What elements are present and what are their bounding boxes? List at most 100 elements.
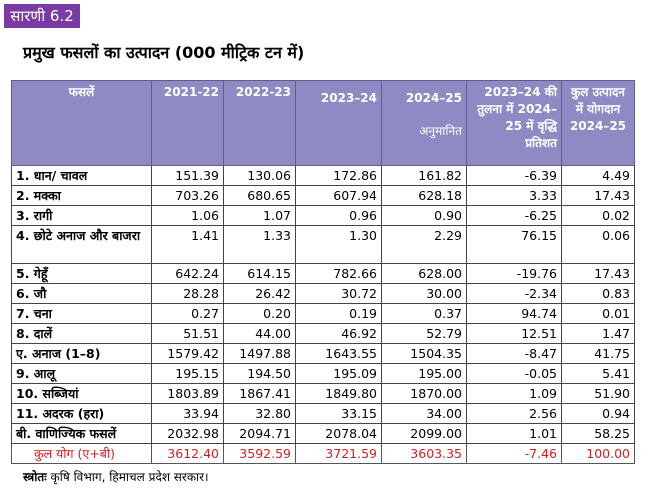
table-row: ए. अनाज (1–8) 1579.42 1497.88 1643.55 1504.3… <box>11 343 635 364</box>
table-row: 5. गेहूँ 642.24 614.15 782.66 628.00 -19.76 17… <box>11 263 635 284</box>
value-2024-25: 1504.35 <box>381 343 467 364</box>
header-share: कुल उत्पादन में योगदान 2024–25 <box>561 80 635 166</box>
crop-name: 4. छोटे अनाज और बाजरा <box>11 225 152 264</box>
value-2024-25: 34.00 <box>381 403 467 424</box>
crop-name: ए. अनाज (1–8) <box>11 343 152 364</box>
table-row: 2. मक्का 703.26 680.65 607.94 628.18 3.33 17.4… <box>11 185 635 206</box>
crop-name: 11. अदरक (हरा) <box>11 403 152 424</box>
header-2021-22: 2021-22 <box>151 80 224 166</box>
growth-percent: 94.74 <box>466 303 562 324</box>
value-2021-22: 703.26 <box>151 185 224 206</box>
header-growth-percent: 2023–24 की तुलना में 2024–25 में वृद्धि … <box>466 80 562 166</box>
share-percent: 0.94 <box>561 403 635 424</box>
value-2024-25: 2.29 <box>381 225 467 264</box>
growth-percent: 2.56 <box>466 403 562 424</box>
growth-percent: -8.47 <box>466 343 562 364</box>
value-2024-25: 628.00 <box>381 263 467 284</box>
header-2023-24: 2023–24 <box>295 80 382 166</box>
share-percent: 0.01 <box>561 303 635 324</box>
value-2023-24: 30.72 <box>295 283 382 304</box>
source-note: स्त्रोतः कृषि विभाग, हिमाचल प्रदेश सरकार… <box>23 468 209 485</box>
table-row: 8. दालें 51.51 44.00 46.92 52.79 12.51 1.47 <box>11 323 635 344</box>
value-2024-25: 52.79 <box>381 323 467 344</box>
table-row: 1. धान/ चावल 151.39 130.06 172.86 161.82 -6.3… <box>11 165 635 186</box>
crop-name: 8. दालें <box>11 323 152 344</box>
header-row: फसलें 2021-22 2022-23 2023–24 2024–25 अन… <box>11 80 635 166</box>
value-2021-22: 195.15 <box>151 363 224 384</box>
growth-percent: 76.15 <box>466 225 562 264</box>
crop-name: 6. जौ <box>11 283 152 304</box>
growth-percent: -6.39 <box>466 165 562 186</box>
share-percent: 4.49 <box>561 165 635 186</box>
share-percent: 1.47 <box>561 323 635 344</box>
value-2023-24: 1849.80 <box>295 383 382 404</box>
value-2022-23: 0.20 <box>223 303 296 324</box>
total-row: कुल योग (ए+बी) 3612.40 3592.59 3721.59 3603.… <box>11 443 635 464</box>
total-value-2023-24: 3721.59 <box>295 443 382 464</box>
value-2022-23: 26.42 <box>223 283 296 304</box>
value-2023-24: 0.96 <box>295 205 382 226</box>
share-percent: 17.43 <box>561 263 635 284</box>
growth-percent: -19.76 <box>466 263 562 284</box>
crop-name: 9. आलू <box>11 363 152 384</box>
share-percent: 41.75 <box>561 343 635 364</box>
table-title: प्रमुख फसलों का उत्पादन (000 मीट्रिक टन … <box>23 43 305 62</box>
growth-percent: 1.01 <box>466 423 562 444</box>
value-2024-25: 30.00 <box>381 283 467 304</box>
crop-name: बी. वाणिज्यिक फसलें <box>11 423 152 444</box>
value-2021-22: 51.51 <box>151 323 224 344</box>
source-text: कृषि विभाग, हिमाचल प्रदेश सरकार। <box>50 470 209 484</box>
value-2021-22: 151.39 <box>151 165 224 186</box>
value-2023-24: 46.92 <box>295 323 382 344</box>
crop-production-table: फसलें 2021-22 2022-23 2023–24 2024–25 अन… <box>11 80 635 464</box>
share-percent: 0.06 <box>561 225 635 264</box>
growth-percent: -2.34 <box>466 283 562 304</box>
header-2024-25: 2024–25 अनुमानित <box>381 80 467 166</box>
share-percent: 58.25 <box>561 423 635 444</box>
value-2021-22: 28.28 <box>151 283 224 304</box>
table-row: 3. रागी 1.06 1.07 0.96 0.90 -6.25 0.02 <box>11 205 635 226</box>
growth-percent: -0.05 <box>466 363 562 384</box>
value-2021-22: 0.27 <box>151 303 224 324</box>
value-2022-23: 680.65 <box>223 185 296 206</box>
table-row: 4. छोटे अनाज और बाजरा 1.41 1.33 1.30 2.29 76.… <box>11 225 635 264</box>
value-2021-22: 642.24 <box>151 263 224 284</box>
total-value-2024-25: 3603.35 <box>381 443 467 464</box>
value-2024-25: 161.82 <box>381 165 467 186</box>
value-2021-22: 2032.98 <box>151 423 224 444</box>
value-2024-25: 628.18 <box>381 185 467 206</box>
total-growth-percent: -7.46 <box>466 443 562 464</box>
value-2022-23: 1.07 <box>223 205 296 226</box>
header-2022-23: 2022-23 <box>223 80 296 166</box>
source-label: स्त्रोतः <box>23 470 47 484</box>
share-percent: 0.83 <box>561 283 635 304</box>
value-2024-25: 2099.00 <box>381 423 467 444</box>
growth-percent: 3.33 <box>466 185 562 206</box>
value-2023-24: 0.19 <box>295 303 382 324</box>
total-value-2022-23: 3592.59 <box>223 443 296 464</box>
growth-percent: 12.51 <box>466 323 562 344</box>
header-2024-25-estimated: अनुमानित <box>419 124 462 138</box>
value-2023-24: 2078.04 <box>295 423 382 444</box>
value-2023-24: 195.09 <box>295 363 382 384</box>
share-percent: 17.43 <box>561 185 635 206</box>
crop-name: 10. सब्जियां <box>11 383 152 404</box>
value-2023-24: 1.30 <box>295 225 382 264</box>
value-2021-22: 1.41 <box>151 225 224 264</box>
value-2024-25: 195.00 <box>381 363 467 384</box>
value-2022-23: 130.06 <box>223 165 296 186</box>
value-2022-23: 1.33 <box>223 225 296 264</box>
table-row: 10. सब्जियां 1803.89 1867.41 1849.80 1870.00… <box>11 383 635 404</box>
total-share-percent: 100.00 <box>561 443 635 464</box>
crop-name: 2. मक्का <box>11 185 152 206</box>
value-2022-23: 32.80 <box>223 403 296 424</box>
total-label: कुल योग (ए+बी) <box>11 443 152 464</box>
share-percent: 51.90 <box>561 383 635 404</box>
growth-percent: -6.25 <box>466 205 562 226</box>
value-2021-22: 33.94 <box>151 403 224 424</box>
growth-percent: 1.09 <box>466 383 562 404</box>
crop-name: 3. रागी <box>11 205 152 226</box>
value-2022-23: 44.00 <box>223 323 296 344</box>
crop-name: 7. चना <box>11 303 152 324</box>
value-2022-23: 194.50 <box>223 363 296 384</box>
